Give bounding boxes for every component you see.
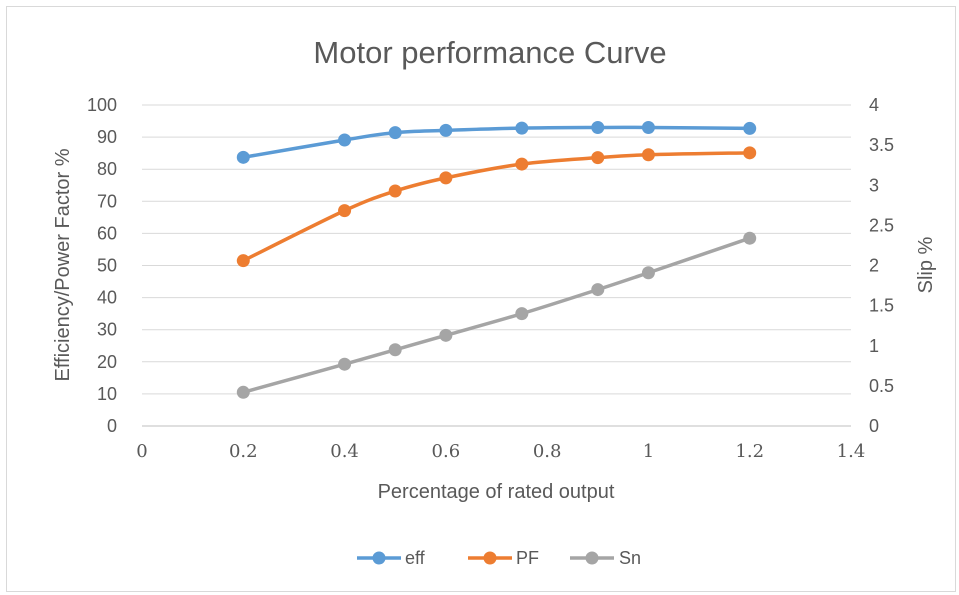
y2-tick-label: 4 (869, 95, 879, 115)
legend-marker-sn (585, 551, 599, 565)
x-tick-label: 1.4 (837, 441, 866, 462)
y2-tick-label: 3 (869, 175, 879, 195)
data-point-pf (591, 151, 605, 165)
data-point-eff (515, 121, 529, 135)
x-tick-label: 0.4 (330, 441, 359, 462)
y-tick-label: 10 (97, 384, 117, 404)
legend-marker-pf (483, 551, 497, 565)
data-point-pf (338, 204, 352, 218)
y-axis-ticks: 0 10 20 30 40 50 60 70 80 90 100 (87, 95, 117, 436)
chart-frame: Motor performance Curve 0 10 20 30 40 50 60 70 8… (6, 6, 956, 592)
data-point-sn (338, 357, 352, 371)
data-point-eff (338, 133, 352, 147)
legend-marker-eff (372, 551, 386, 565)
y-tick-label: 90 (97, 127, 117, 147)
series-line-sn (241, 236, 752, 395)
data-point-sn (388, 343, 402, 357)
y-tick-label: 70 (97, 191, 117, 211)
x-tick-label: 0.6 (432, 441, 461, 462)
y2-axis-ticks: 0 0.5 1 1.5 2 2.5 3 3.5 4 (869, 95, 894, 436)
y2-tick-label: 1 (869, 336, 879, 356)
data-point-pf (439, 171, 453, 185)
y-tick-label: 30 (97, 320, 117, 340)
series-group (236, 120, 757, 399)
y-tick-label: 0 (107, 416, 117, 436)
legend: eff PF Sn (357, 548, 641, 568)
data-point-pf (743, 146, 757, 160)
data-point-sn (591, 283, 605, 297)
x-tick-label: 0.8 (533, 441, 562, 462)
y-tick-label: 100 (87, 95, 117, 115)
data-point-pf (236, 254, 250, 268)
y2-tick-label: 3.5 (869, 135, 894, 155)
y-tick-label: 20 (97, 352, 117, 372)
y2-tick-label: 1.5 (869, 296, 894, 316)
data-point-pf (515, 157, 529, 171)
x-tick-label: 1.2 (735, 441, 764, 462)
legend-label-sn: Sn (619, 548, 641, 568)
data-point-eff (236, 150, 250, 164)
x-tick-label: 1 (643, 441, 654, 462)
y-tick-label: 50 (97, 256, 117, 276)
chart-svg: Motor performance Curve 0102030405060708… (52, 35, 937, 568)
data-point-pf (641, 148, 655, 162)
data-point-eff (439, 123, 453, 137)
y2-tick-label: 0 (869, 416, 879, 436)
x-axis-ticks: 0 0.2 0.4 0.6 0.8 1 1.2 1.4 (136, 441, 865, 462)
y2-axis-label: Slip % (915, 236, 937, 293)
x-tick-label: 0.2 (229, 441, 258, 462)
y2-tick-label: 2 (869, 256, 879, 276)
data-point-eff (641, 120, 655, 134)
y2-tick-label: 0.5 (869, 376, 894, 396)
y-tick-label: 80 (97, 159, 117, 179)
data-point-sn (236, 385, 250, 399)
x-tick-label: 0 (136, 441, 147, 462)
data-point-eff (388, 126, 402, 140)
y-tick-label: 60 (97, 223, 117, 243)
data-point-sn (515, 307, 529, 321)
data-point-sn (641, 266, 655, 280)
x-axis-label: Percentage of rated output (378, 481, 615, 503)
legend-label-eff: eff (405, 548, 426, 568)
data-point-eff (743, 121, 757, 135)
data-point-sn (743, 231, 757, 245)
y-tick-label: 40 (97, 288, 117, 308)
y-axis-label: Efficiency/Power Factor % (52, 148, 74, 381)
legend-label-pf: PF (516, 548, 539, 568)
data-point-sn (439, 328, 453, 342)
y2-tick-label: 2.5 (869, 215, 894, 235)
data-point-eff (591, 120, 605, 134)
chart-title: Motor performance Curve (313, 35, 666, 70)
data-point-pf (388, 184, 402, 198)
